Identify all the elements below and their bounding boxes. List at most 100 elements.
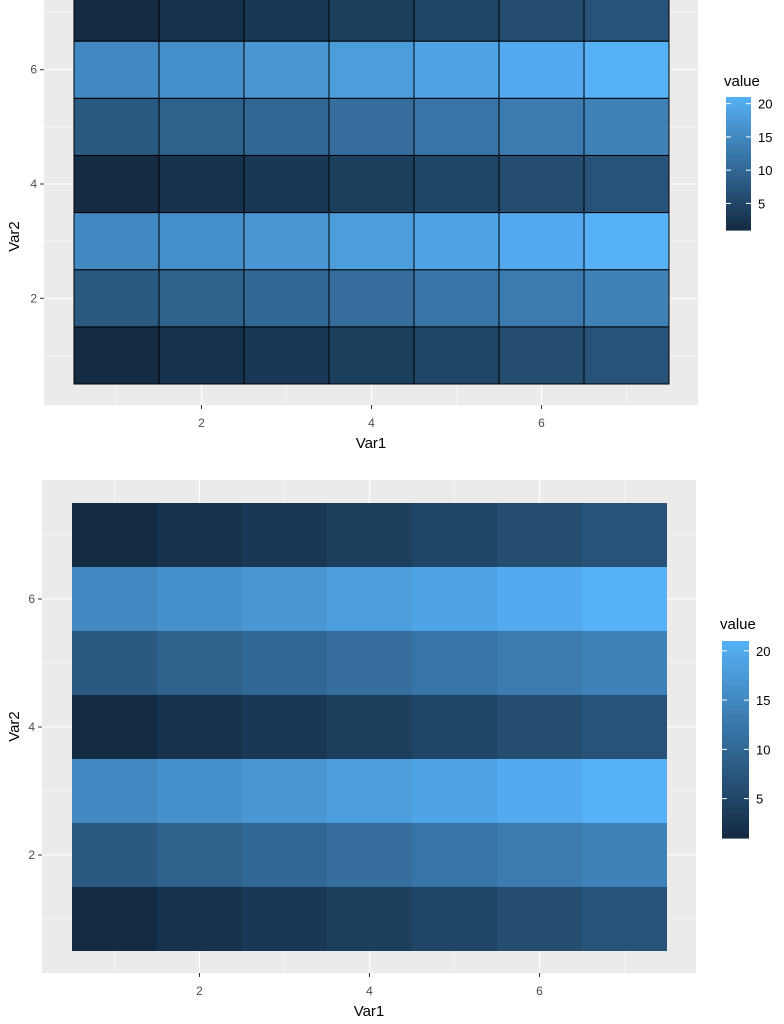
legend-colorbar-segment <box>726 170 751 175</box>
heatmap-tile <box>157 823 242 887</box>
heatmap-tile <box>157 695 242 759</box>
legend-colorbar-segment <box>726 156 751 161</box>
legend-colorbar-segment <box>722 808 749 814</box>
legend-colorbar-segment <box>722 828 749 834</box>
legend-colorbar-segment <box>726 196 751 201</box>
y-axis-title: Var2 <box>6 711 23 742</box>
legend-colorbar-segment <box>726 103 751 108</box>
x-axis-title: Var1 <box>356 435 387 452</box>
legend-colorbar-segment <box>722 705 749 711</box>
heatmap-tile <box>72 631 157 695</box>
heatmap-tile <box>72 567 157 631</box>
heatmap-tile <box>412 759 497 823</box>
legend-colorbar-segment <box>722 650 749 657</box>
legend-colorbar-segment <box>722 788 749 795</box>
heatmap-tile <box>497 887 582 951</box>
heatmap-tile <box>73 269 160 328</box>
heatmap-tile <box>328 326 415 385</box>
legend-colorbar-segment <box>722 734 749 741</box>
y-axis-title: Var2 <box>6 221 23 252</box>
heatmap-tile <box>243 97 330 156</box>
heatmap-tile <box>498 40 585 99</box>
x-tick-label: 6 <box>538 416 545 430</box>
legend-title: value <box>720 616 756 633</box>
heatmap-tile <box>583 269 670 328</box>
heatmap-tile <box>158 40 245 99</box>
heatmap-tile <box>327 823 412 887</box>
legend-colorbar-segment <box>726 173 751 178</box>
heatmap-tile <box>327 887 412 951</box>
legend-colorbar-segment <box>722 714 749 721</box>
heatmap-tile <box>243 0 330 42</box>
heatmap-tile <box>72 503 157 567</box>
legend-colorbar-segment <box>722 749 749 755</box>
heatmap-tile <box>243 40 330 99</box>
heatmap-tile <box>157 631 242 695</box>
legend-colorbar-segment <box>722 813 749 819</box>
heatmap-tile <box>158 326 245 385</box>
legend-colorbar-segment <box>722 769 749 775</box>
heatmap-tile <box>242 631 327 695</box>
heatmap-chart-1: 2 4 6 2 4 6 Var1 Var2 value 5 10 15 20 <box>6 0 772 452</box>
legend-label: 10 <box>756 742 770 757</box>
heatmap-tile <box>73 0 160 42</box>
heatmap-tile <box>243 212 330 271</box>
legend-label: 20 <box>756 644 770 659</box>
y-tick-label: 6 <box>28 592 35 606</box>
legend-colorbar-segment <box>722 744 749 750</box>
x-tick-label: 4 <box>368 416 375 430</box>
legend-colorbar-segment <box>726 146 751 151</box>
heatmap-tile <box>242 695 327 759</box>
legend-colorbar-segment <box>722 695 749 701</box>
legend-colorbar-segment <box>726 160 751 165</box>
heatmap-tile <box>158 97 245 156</box>
heatmap-tile <box>582 567 667 631</box>
heatmap-tile <box>498 212 585 271</box>
legend-colorbar-segment <box>726 210 751 214</box>
legend-colorbar-segment <box>722 793 749 800</box>
heatmap-tile <box>327 695 412 759</box>
y-tick-label: 2 <box>30 291 37 305</box>
heatmap-tile <box>72 823 157 887</box>
legend-colorbar-segment <box>722 729 749 736</box>
heatmap-tile <box>412 567 497 631</box>
heatmap-tile <box>158 154 245 214</box>
legend-colorbar-segment <box>722 773 749 780</box>
legend-colorbar-segment <box>726 213 751 218</box>
legend-colorbar-segment <box>726 120 751 125</box>
heatmap-tile <box>328 97 415 156</box>
legend-colorbar-segment <box>726 226 751 231</box>
heatmap-tile <box>498 154 585 214</box>
y-tick-label: 6 <box>30 63 37 77</box>
legend-label: 15 <box>758 130 772 145</box>
legend-colorbar-segment <box>726 153 751 158</box>
heatmap-tile <box>497 567 582 631</box>
legend-label: 10 <box>758 163 772 178</box>
heatmap-tile <box>327 567 412 631</box>
legend-label: 15 <box>756 693 770 708</box>
heatmap-tile <box>328 154 415 214</box>
heatmap-tile <box>412 631 497 695</box>
heatmap-tile <box>413 212 500 271</box>
legend-colorbar-segment <box>722 690 749 696</box>
legend-colorbar-segment <box>722 719 749 726</box>
x-tick-label: 2 <box>196 984 203 998</box>
legend-label: 5 <box>758 196 765 211</box>
heatmap-tile <box>73 154 160 214</box>
heatmap-tile <box>582 823 667 887</box>
legend-title: value <box>724 73 760 90</box>
heatmap-tile <box>497 503 582 567</box>
legend-colorbar-segment <box>726 150 751 155</box>
legend-colorbar-segment <box>726 223 751 228</box>
heatmap-tile <box>583 0 670 42</box>
heatmap-tile <box>158 269 245 328</box>
legend-colorbar-segment <box>722 833 749 839</box>
heatmap-tile <box>413 269 500 328</box>
heatmap-tile <box>327 631 412 695</box>
heatmap-tile <box>328 269 415 328</box>
heatmap-tile <box>328 212 415 271</box>
heatmap-tile <box>73 97 160 156</box>
heatmap-tile <box>412 503 497 567</box>
heatmap-tile <box>327 759 412 823</box>
legend-colorbar-segment <box>722 645 749 652</box>
